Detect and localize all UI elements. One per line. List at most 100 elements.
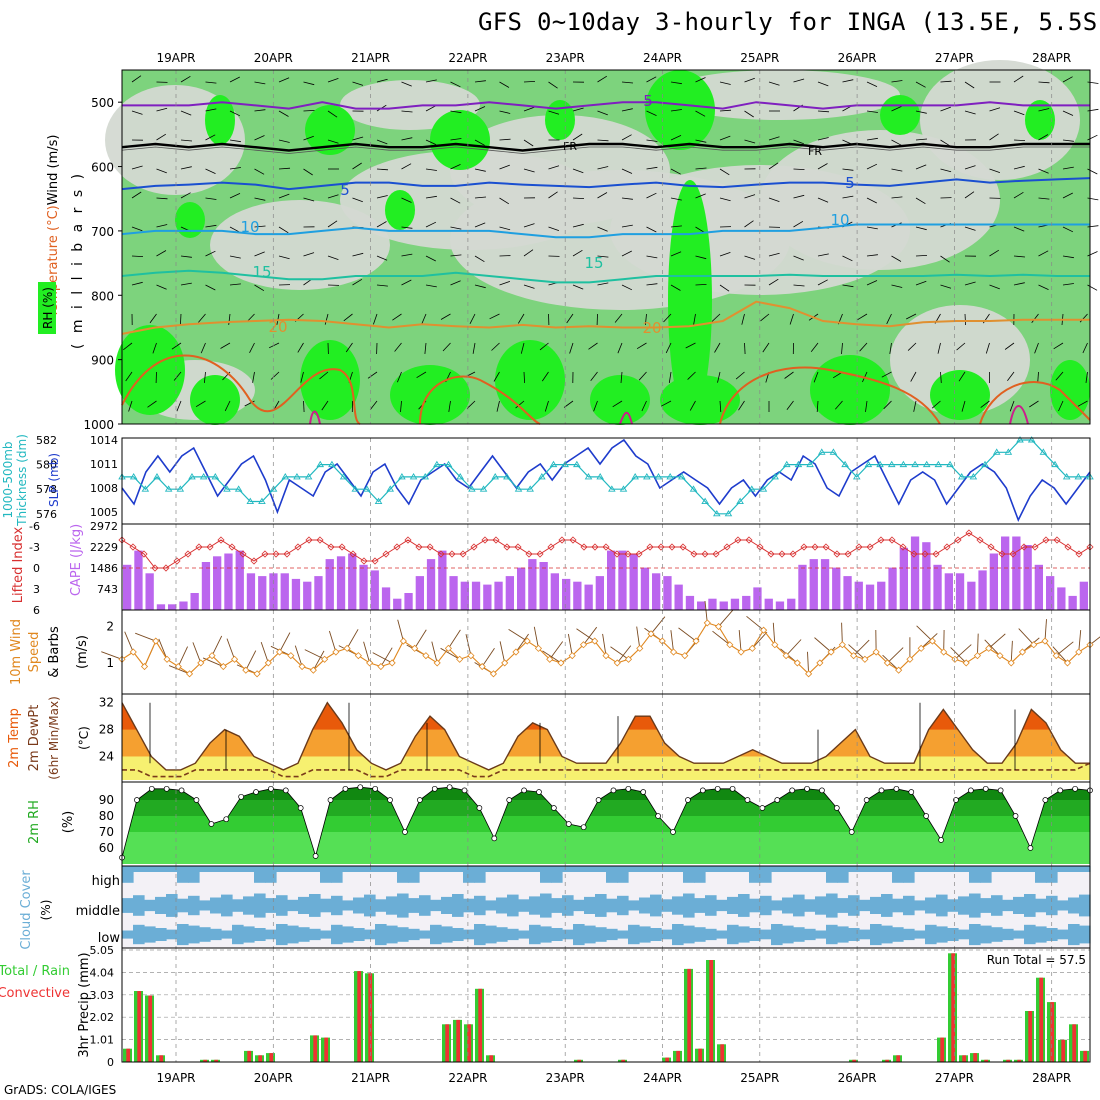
thickness-ylabel-1: 1000-500mb (1, 441, 15, 518)
rh-moist-patch (390, 365, 470, 425)
wind-speed-marker (512, 648, 520, 656)
rh-moist-patch (385, 190, 415, 230)
cloud-cell (826, 866, 838, 883)
wind-barb (563, 400, 574, 408)
lifted-index-marker (943, 543, 951, 551)
thickness-marker (269, 485, 278, 492)
precip-convective-bar (720, 1044, 725, 1062)
wind-barb (646, 226, 657, 233)
wind-speed-marker (883, 659, 891, 667)
wind-barb (695, 139, 707, 143)
lifted-index-marker (844, 550, 852, 558)
cape-bar (168, 604, 177, 610)
wind-speed-marker (208, 652, 216, 660)
wind-barb-10m (533, 626, 539, 649)
wind-barb (915, 226, 927, 231)
wind-barb (425, 221, 437, 228)
wind-barb (1038, 108, 1050, 112)
lifted-index-marker (393, 543, 401, 551)
wind-barb-10m (508, 629, 528, 642)
cloud-cell (1013, 930, 1025, 939)
thickness-marker (526, 485, 534, 492)
wind-barb (474, 222, 486, 228)
thickness-marker (351, 485, 360, 492)
wind-barb (572, 249, 583, 257)
precip-convective-bar (687, 968, 692, 1062)
cloud-cell (408, 928, 420, 941)
thickness-marker (899, 460, 908, 468)
cloud-row-label: middle (76, 904, 120, 919)
wind-ylabel-1: 10m Wind (9, 619, 24, 685)
cloud-cell (166, 894, 178, 917)
wind-barb (229, 283, 241, 286)
wind-barb (593, 400, 598, 412)
rh-marker (640, 789, 647, 795)
rh-marker (342, 785, 349, 792)
wind-ylabel-2: Speed (27, 632, 42, 673)
cape-bar (933, 564, 942, 610)
wind-barb (744, 255, 756, 260)
rh-moist-patch (305, 105, 355, 155)
rh-marker (282, 787, 289, 794)
rh-marker (134, 797, 140, 803)
wind-speed-marker (276, 648, 284, 656)
wind-barb-10m (616, 645, 632, 664)
lifted-index-marker (745, 536, 753, 544)
wind-speed-marker (1018, 648, 1027, 656)
wind-barb-10m (718, 609, 734, 627)
cloud-cell (199, 900, 211, 911)
cape-bar (1001, 536, 1010, 610)
wind-barb-10m (785, 639, 802, 656)
cloud-cell (804, 899, 816, 912)
cape-bar (201, 562, 211, 610)
wind-speed-marker (962, 659, 970, 667)
precip-convective-bar (159, 1055, 164, 1062)
wind-barb (401, 81, 412, 87)
wind-barb-10m (448, 629, 461, 649)
thickness-marker (258, 497, 266, 504)
wind-barb (1087, 81, 1099, 84)
wind-barb (695, 77, 706, 83)
cloud-cell (760, 866, 772, 883)
wind-barb (474, 255, 485, 263)
cloud-cell (683, 866, 695, 883)
wind-speed-marker (309, 666, 317, 674)
thickness-marker (503, 473, 511, 480)
precip-convective-bar (489, 1055, 494, 1062)
cloud-cell (617, 866, 629, 883)
cloud-cell (837, 898, 849, 913)
rh-moist-patch (175, 202, 205, 238)
wind-barb (319, 371, 329, 380)
wind-barb (450, 164, 461, 170)
cloud-cell (188, 866, 200, 883)
thickness-marker (398, 473, 406, 480)
cloud-cell (584, 896, 596, 914)
wind-barb (523, 371, 525, 384)
cloud-cell (507, 928, 519, 941)
cloud-cell (309, 866, 321, 872)
cloud-cell (529, 866, 541, 872)
thickness-marker (293, 473, 301, 480)
rh-marker (491, 835, 498, 842)
cloud-cell (122, 930, 134, 939)
temperature-ylabel-1: 2m Temp (7, 708, 22, 768)
wind-barb-10m (814, 637, 832, 653)
wind-barb (268, 342, 280, 349)
wind-barb (744, 194, 756, 199)
isotherm-line (121, 177, 1091, 191)
lifted-index-tick-label: 6 (33, 604, 40, 617)
lifted-index-marker (734, 536, 742, 544)
cloud-cell (1068, 866, 1080, 872)
wind-speed-marker (771, 641, 779, 649)
wind-barb (588, 342, 598, 350)
cape-bar (652, 573, 661, 610)
cloud-cell (364, 866, 376, 872)
cloud-cell (958, 896, 970, 915)
cloud-cell (848, 866, 860, 872)
lifted-index-marker (184, 550, 192, 558)
wind-barb (695, 193, 706, 199)
cape-bar (550, 573, 559, 610)
lifted-index-marker (338, 543, 346, 551)
cape-bar (708, 598, 717, 610)
lifted-index-marker (932, 550, 940, 558)
